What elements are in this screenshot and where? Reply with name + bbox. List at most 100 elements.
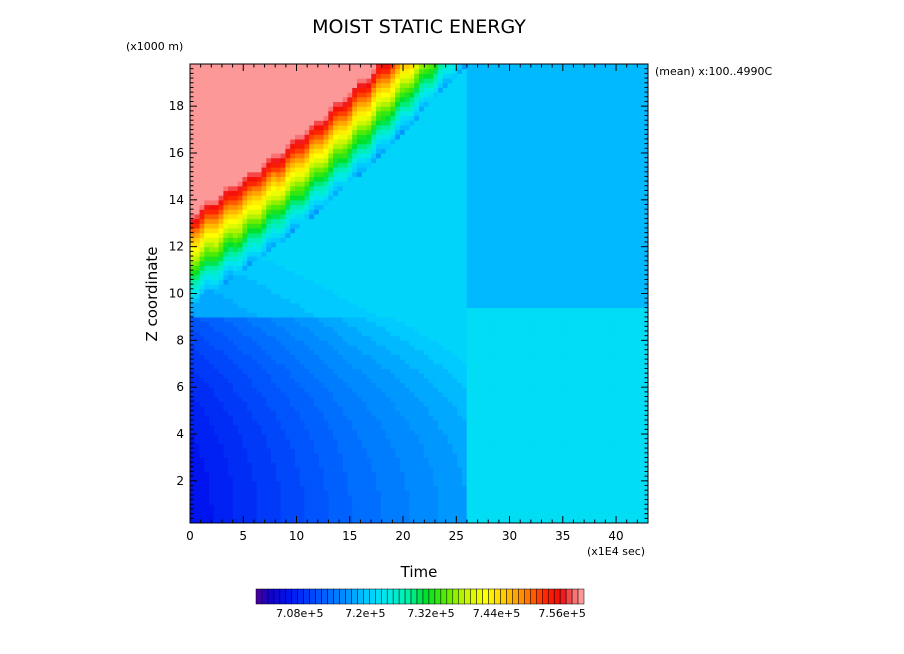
heat-cell — [304, 476, 310, 482]
heat-cell — [280, 373, 287, 379]
heat-cell — [376, 326, 382, 332]
heat-cell — [390, 326, 396, 332]
heat-cell — [409, 251, 415, 257]
heat-cell — [218, 218, 224, 224]
heat-cell — [218, 129, 224, 135]
heat-cell — [318, 377, 325, 384]
heat-cell — [213, 452, 220, 459]
heat-cell — [261, 513, 267, 519]
heat-cell — [223, 115, 229, 121]
heat-cell — [337, 185, 344, 192]
heat-cell — [256, 457, 263, 463]
heat-cell — [337, 354, 344, 360]
heat-cell — [290, 185, 296, 192]
heat-cell — [290, 490, 296, 496]
heat-cell — [304, 312, 310, 318]
heat-cell — [304, 279, 310, 285]
heat-cell — [323, 64, 329, 70]
heat-cell — [242, 190, 248, 196]
heat-cell — [261, 274, 267, 281]
heat-cell — [390, 330, 396, 337]
heat-cell — [323, 171, 329, 177]
heat-cell — [266, 494, 272, 501]
heat-cell — [366, 377, 372, 384]
heat-cell — [299, 345, 306, 351]
heat-cell — [414, 223, 420, 229]
heat-cell — [342, 363, 349, 370]
heat-cell — [371, 185, 377, 192]
heat-cell — [304, 92, 310, 98]
heat-cell — [314, 241, 320, 248]
heat-cell — [333, 377, 339, 384]
heat-cell — [252, 316, 258, 323]
heat-cell — [390, 321, 396, 327]
heat-cell — [290, 237, 296, 243]
heat-cell — [294, 96, 301, 103]
heat-cell — [194, 377, 201, 384]
heat-cell — [218, 513, 224, 519]
heat-cell — [409, 396, 415, 402]
heat-cell — [194, 148, 201, 154]
heat-cell — [409, 377, 415, 384]
heat-cell — [299, 171, 306, 177]
heat-cell — [342, 251, 349, 257]
heat-cell — [213, 349, 220, 355]
heat-cell — [261, 293, 267, 299]
heat-cell — [266, 162, 272, 168]
heat-cell — [309, 312, 315, 318]
heat-cell — [352, 246, 358, 252]
heat-cell — [409, 124, 415, 131]
heat-cell — [252, 171, 258, 177]
heat-cell — [428, 241, 434, 248]
heat-cell — [280, 452, 287, 459]
heat-cell — [404, 171, 411, 177]
heat-cell — [275, 284, 282, 290]
heat-cell — [271, 101, 277, 107]
heat-cell — [194, 227, 201, 234]
heat-cell — [280, 499, 287, 505]
heat-cell — [366, 223, 372, 229]
heat-cell — [228, 335, 234, 341]
heat-cell — [309, 438, 315, 444]
heat-cell — [318, 176, 325, 182]
heat-cell — [376, 415, 382, 421]
heat-cell — [409, 134, 415, 140]
heat-cell — [366, 373, 372, 379]
heat-cell — [428, 106, 434, 112]
heat-cell — [385, 218, 391, 224]
heat-cell — [213, 204, 220, 210]
heat-cell — [361, 335, 368, 341]
heat-cell — [337, 452, 344, 459]
heat-cell — [232, 508, 239, 515]
heat-cell — [294, 279, 301, 285]
heat-cell — [352, 312, 358, 318]
heat-cell — [419, 270, 425, 276]
heat-cell — [347, 223, 353, 229]
heat-cell — [356, 204, 363, 210]
heat-cell — [361, 265, 368, 271]
heat-cell — [237, 64, 244, 70]
heat-cell — [247, 377, 253, 384]
heat-cell — [271, 377, 277, 384]
heat-cell — [337, 162, 344, 168]
heat-cell — [361, 462, 368, 468]
heat-cell — [356, 157, 363, 163]
heat-cell — [285, 354, 291, 360]
heat-cell — [271, 152, 277, 159]
heat-cell — [261, 209, 267, 215]
heat-cell — [352, 326, 358, 332]
heat-cell — [376, 359, 382, 365]
heat-cell — [352, 508, 358, 515]
heat-cell — [314, 293, 320, 299]
heat-cell — [318, 167, 325, 173]
heat-cell — [342, 204, 349, 210]
heat-cell — [314, 490, 320, 496]
heat-cell — [309, 387, 315, 393]
heat-cell — [218, 241, 224, 248]
heat-cell — [294, 391, 301, 398]
heat-cell — [280, 490, 287, 496]
heat-cell — [299, 377, 306, 384]
heat-cell — [213, 504, 220, 510]
heat-cell — [342, 162, 349, 168]
heat-cell — [280, 87, 287, 93]
